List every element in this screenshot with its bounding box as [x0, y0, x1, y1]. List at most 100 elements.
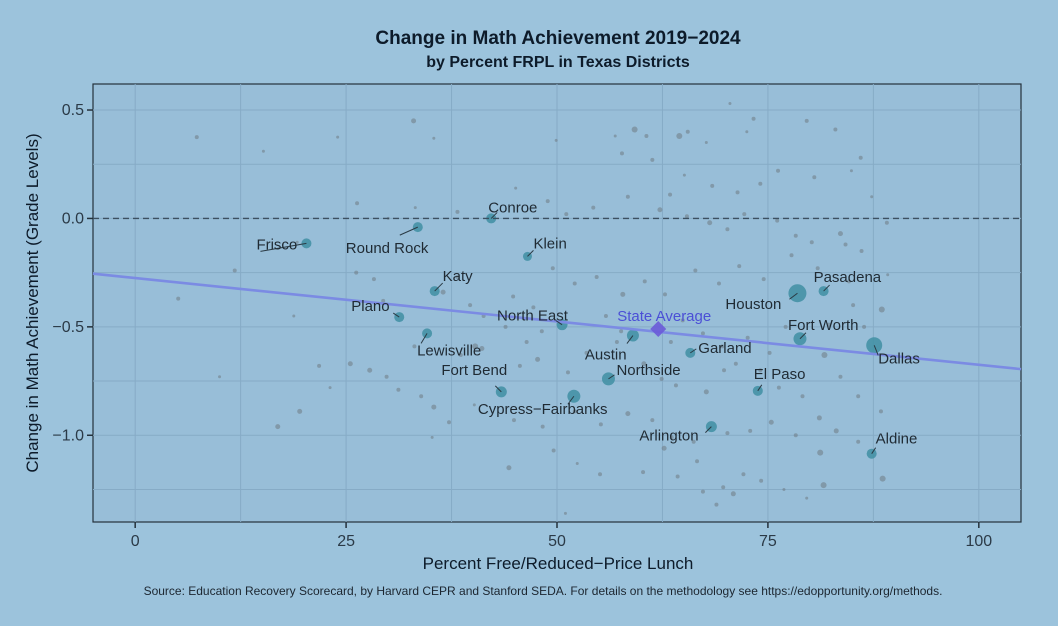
district-point	[812, 175, 817, 180]
district-point	[691, 439, 696, 444]
district-label: Austin	[585, 347, 627, 364]
district-point	[837, 231, 843, 237]
district-point	[693, 268, 698, 273]
district-point	[662, 292, 667, 297]
district-point	[554, 138, 558, 142]
district-point	[550, 266, 555, 271]
district-point	[673, 383, 678, 388]
district-point	[440, 289, 446, 295]
district-point	[620, 291, 626, 297]
district-point	[432, 136, 436, 140]
x-tick-label: 0	[131, 533, 140, 550]
district-point	[878, 306, 885, 313]
district-point	[776, 168, 781, 173]
district-label: North East	[497, 308, 569, 325]
district-point	[758, 368, 763, 373]
district-point	[741, 472, 746, 477]
district-point	[503, 324, 508, 329]
district-point	[700, 489, 705, 494]
district-point	[809, 240, 814, 245]
label-leader-line	[871, 447, 877, 454]
district-point	[479, 346, 485, 352]
district-point	[684, 214, 689, 219]
district-point	[735, 190, 740, 195]
label-leader-line	[399, 226, 419, 236]
district-point	[789, 253, 794, 258]
district-point	[707, 220, 713, 226]
district-point	[517, 363, 522, 368]
district-point	[884, 220, 889, 225]
district-point	[355, 201, 360, 206]
district-label: Garland	[698, 340, 751, 357]
district-point	[261, 149, 265, 153]
district-point	[776, 385, 781, 390]
label-leader-line	[490, 212, 498, 219]
chart-title: Change in Math Achievement 2019−2024	[375, 28, 741, 49]
district-point	[506, 465, 512, 471]
district-point	[563, 511, 567, 515]
district-point	[856, 394, 861, 399]
district-label: Frisco	[256, 236, 297, 253]
district-point	[371, 277, 376, 282]
label-leader-line	[705, 426, 712, 433]
label-leader-line	[567, 395, 575, 405]
district-point	[710, 183, 715, 188]
district-point	[821, 352, 828, 359]
label-leader-line	[823, 284, 830, 292]
district-point	[511, 294, 516, 299]
label-leader-line	[392, 312, 400, 318]
district-point	[531, 305, 536, 310]
district-point	[761, 277, 766, 282]
district-point	[572, 409, 577, 414]
district-point	[524, 340, 529, 345]
district-point	[232, 268, 237, 273]
district-label: Aldine	[876, 431, 918, 448]
label-leader-line	[434, 282, 444, 292]
district-point	[721, 485, 726, 490]
district-label: Fort Worth	[788, 317, 859, 334]
district-point	[575, 461, 579, 465]
district-point	[411, 118, 417, 124]
district-point	[598, 472, 603, 477]
district-point	[833, 127, 838, 132]
district-label: Northside	[616, 362, 680, 379]
axes: 0 25 50 75 100 0.5 0.0 −0.5 −1.0	[52, 102, 992, 550]
district-point	[625, 194, 630, 199]
district-point	[751, 116, 756, 121]
district-point	[625, 411, 631, 417]
district-point	[539, 329, 544, 334]
district-point	[540, 424, 545, 429]
district-point	[815, 266, 820, 271]
district-point	[730, 491, 736, 497]
district-point	[642, 279, 647, 284]
district-point	[804, 118, 809, 123]
label-leader-line	[757, 384, 763, 392]
district-point	[347, 361, 353, 367]
district-label: Cypress−Fairbanks	[478, 401, 608, 418]
label-leader-line	[799, 332, 807, 340]
y-tick-label: −1.0	[52, 427, 84, 444]
district-point	[793, 433, 798, 438]
district-point	[384, 374, 389, 379]
district-point	[650, 157, 655, 162]
district-point	[535, 356, 541, 362]
district-point	[703, 389, 709, 395]
district-point	[661, 445, 667, 451]
district-point	[768, 419, 774, 425]
district-point	[297, 408, 303, 414]
district-point	[775, 218, 780, 223]
district-point	[856, 439, 861, 444]
source-note: Source: Education Recovery Scorecard, by…	[144, 584, 943, 598]
district-point	[714, 502, 719, 507]
district-point	[564, 212, 569, 217]
district-point	[584, 350, 589, 355]
district-point	[817, 449, 824, 456]
x-tick-label: 25	[337, 533, 355, 550]
x-tick-label: 100	[965, 533, 992, 550]
district-point	[413, 206, 417, 210]
label-leader-line	[494, 385, 502, 393]
district-point	[176, 296, 181, 301]
state-average-marker	[650, 321, 667, 338]
district-point	[816, 415, 822, 421]
district-point	[838, 374, 843, 379]
